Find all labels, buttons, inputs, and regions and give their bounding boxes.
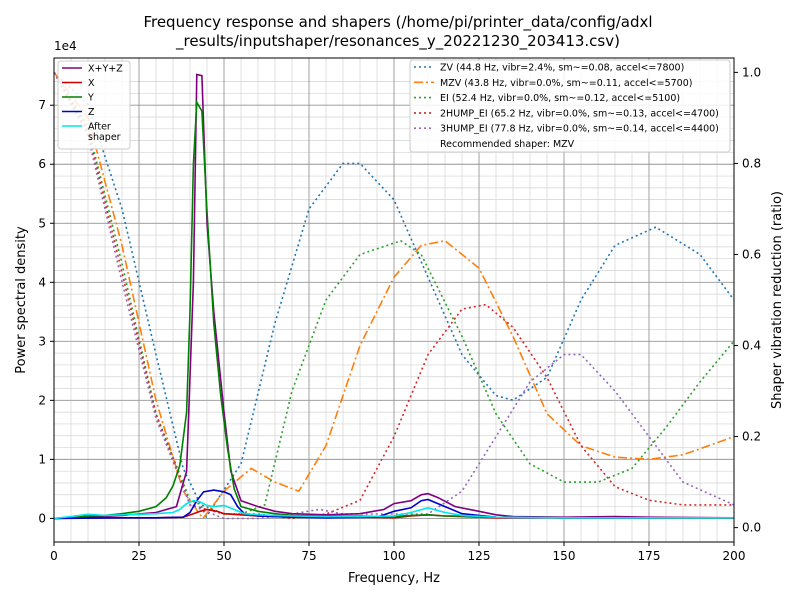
y2-tick-label: 0.8 [742,156,761,170]
y-axis-label: Power spectral density [14,226,29,374]
y2-tick-label: 1.0 [742,65,761,79]
legend-label: 3HUMP_EI (77.8 Hz, vibr=0.0%, sm~=0.14, … [440,124,719,135]
x-tick-label: 150 [553,549,576,563]
y-multiplier: 1e4 [54,39,77,53]
shaper-line-3hump-ei [53,72,735,520]
ticks: 0 25 50 75 100 125 150 175 200 0 1 2 3 4 5 6 7 0.0 0.2 0.4 0… [38,65,761,563]
x-tick-label: 200 [723,549,746,563]
x-tick-label: 50 [216,549,231,563]
x-tick-label: 125 [468,549,491,563]
y-tick-label: 7 [38,98,46,112]
legend-label: shaper [88,132,121,143]
x-tick-label: 100 [383,549,406,563]
y2-tick-label: 0.6 [742,247,761,261]
shaper-line-ei [53,71,735,515]
legend-shapers-box [409,59,731,153]
y-tick-label: 0 [38,511,46,525]
x-tick-label: 75 [301,549,316,563]
y2-tick-label: 0.4 [742,339,761,353]
legend-label: ZV (44.8 Hz, vibr=2.4%, sm~=0.08, accel<… [440,63,684,74]
shaper-line-zv [53,71,735,519]
legend-label: Z [88,107,95,118]
y-tick-label: 6 [38,157,46,171]
y-tick-label: 1 [38,452,46,466]
x-axis-label: Frequency, Hz [348,571,440,586]
grid [53,58,735,542]
chart-title: Frequency response and shapers (/home/pi… [143,13,652,32]
legend-label: EI (52.4 Hz, vibr=0.0%, sm~=0.12, accel<… [440,93,680,104]
x-tick-label: 0 [50,549,58,563]
psd-line-z [53,489,734,520]
psd-line-x-y-z [53,73,735,520]
legend-label: 2HUMP_EI (65.2 Hz, vibr=0.0%, sm~=0.13, … [440,108,719,119]
y-tick-label: 3 [38,334,46,348]
legend-label: MZV (43.8 Hz, vibr=0.0%, sm~=0.11, accel… [440,78,692,89]
legend-shapers: ZV (44.8 Hz, vibr=2.4%, sm~=0.08, accel<… [409,59,731,153]
y2-tick-label: 0.2 [742,430,761,444]
legend-label: Y [87,93,94,104]
legend-label: X [88,78,95,89]
legend-label: X+Y+Z [88,64,123,75]
psd-line-y [53,99,734,520]
x-tick-label: 25 [131,549,146,563]
shaper-line-2hump-ei [53,72,734,520]
psd-line-after-shaper [53,499,734,520]
plot-area [53,71,735,520]
shaper-line-mzv [53,71,735,520]
x-tick-label: 175 [638,549,661,563]
y-tick-label: 2 [38,393,46,407]
y2-tick-label: 0.0 [742,521,761,535]
recommended-shaper: Recommended shaper: MZV [440,139,575,150]
chart-title-line2: _results/inputshaper/resonances_y_202212… [175,32,620,51]
legend-label: After [88,122,111,133]
y-tick-label: 5 [38,216,46,230]
y2-axis-label: Shaper vibration reduction (ratio) [770,191,785,409]
y-tick-label: 4 [38,275,46,289]
